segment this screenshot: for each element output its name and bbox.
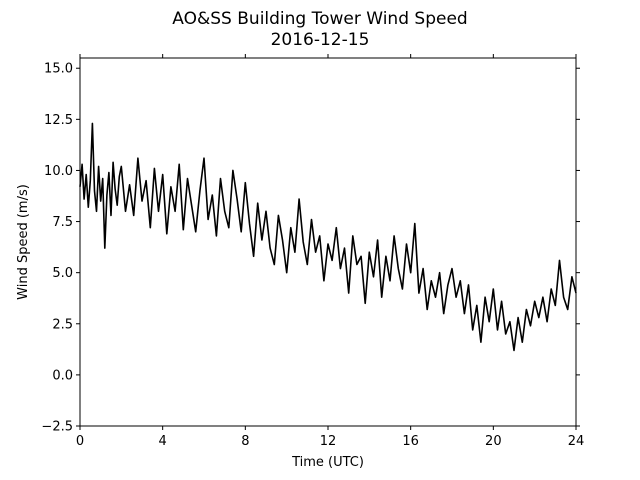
y-tick-label: 2.5 <box>52 317 73 332</box>
x-tick-label: 0 <box>76 434 84 449</box>
y-tick-label: 7.5 <box>52 215 73 230</box>
x-axis: 0 4 8 12 16 20 24 <box>76 54 584 449</box>
x-tick-label: 4 <box>159 434 167 449</box>
x-tick-label: 16 <box>402 434 419 449</box>
y-tick-label: 10.0 <box>44 164 73 179</box>
x-tick-label: 8 <box>241 434 249 449</box>
y-axis-label: Wind Speed (m/s) <box>16 184 31 300</box>
chart-subtitle: 2016-12-15 <box>271 30 370 50</box>
y-tick-label: −2.5 <box>41 420 73 435</box>
plot-frame <box>79 57 577 427</box>
x-axis-label: Time (UTC) <box>291 455 364 470</box>
series-layer <box>79 122 577 352</box>
y-axis: −2.5 0.0 2.5 5.0 7.5 10.0 12.5 15.0 <box>41 62 580 435</box>
y-tick-label: 15.0 <box>44 62 73 77</box>
y-tick-label: 0.0 <box>52 368 73 383</box>
wind-speed-line <box>79 122 577 352</box>
plot-area <box>79 57 577 427</box>
x-tick-label: 12 <box>320 434 337 449</box>
y-tick-label: 12.5 <box>44 113 73 128</box>
y-tick-label: 5.0 <box>52 266 73 281</box>
chart-title: AO&SS Building Tower Wind Speed <box>172 9 467 29</box>
x-tick-label: 20 <box>485 434 502 449</box>
x-tick-label: 24 <box>568 434 585 449</box>
